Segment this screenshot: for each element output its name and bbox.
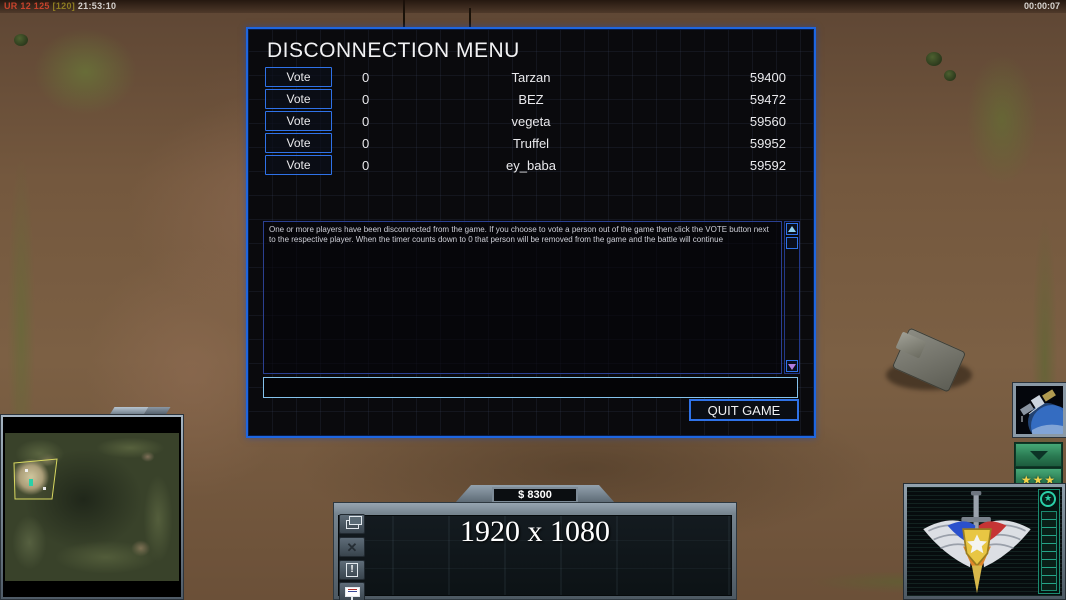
tree	[944, 70, 956, 81]
command-bar-panel: 1920 x 1080	[338, 515, 732, 596]
vote-count: 0	[362, 135, 370, 151]
fps-score-readout: UR 12 125 [120] 21:53:10	[4, 1, 116, 11]
alert-button[interactable]: !	[339, 560, 365, 580]
scroll-down-button[interactable]	[786, 360, 798, 372]
scroll-down-icon	[788, 364, 796, 370]
vote-count: 0	[362, 157, 370, 173]
radar-van-unit[interactable]	[880, 327, 980, 396]
player-row: Vote 0 BEZ 59472	[265, 89, 801, 109]
quit-game-button[interactable]: QUIT GAME	[689, 399, 799, 421]
unit-portrait-panel[interactable]: ★	[903, 483, 1066, 600]
scroll-up-button[interactable]	[786, 223, 798, 235]
countdown-timer: 00:00:07	[1023, 1, 1060, 11]
vote-button[interactable]: Vote	[265, 133, 332, 153]
player-row: Vote 0 Tarzan 59400	[265, 67, 801, 87]
minimap-unit-dot	[25, 469, 28, 472]
vote-count: 0	[362, 113, 370, 129]
minimap-frame	[0, 414, 184, 600]
vote-button[interactable]: Vote	[265, 111, 332, 131]
satellite-thumbnail-button[interactable]	[1013, 383, 1066, 447]
scrollbar-thumb[interactable]	[786, 237, 798, 249]
portrait-backdrop: ★	[907, 487, 1062, 596]
tree-trunk	[469, 8, 471, 28]
minimap-terrain	[5, 433, 179, 581]
scroll-up-icon	[788, 226, 796, 232]
score-text: UR 12 125	[4, 1, 50, 11]
disconnect-message-box: One or more players have been disconnect…	[263, 221, 782, 374]
down-arrow-icon	[1029, 450, 1048, 460]
player-name: BEZ	[518, 91, 544, 107]
player-name: Truffel	[512, 135, 550, 151]
collapse-button[interactable]	[1015, 443, 1062, 467]
x-icon: ✕	[346, 539, 358, 555]
player-row: Vote 0 Truffel 59952	[265, 133, 801, 153]
beacon-button[interactable]	[339, 582, 365, 600]
player-name: ey_baba	[506, 157, 556, 173]
vote-count: 0	[362, 91, 370, 107]
vote-button[interactable]: Vote	[265, 67, 332, 87]
vote-count: 0	[362, 69, 370, 85]
player-timeout: 59560	[749, 113, 786, 129]
general-emblem-icon	[923, 491, 1031, 594]
player-timeout: 59472	[749, 91, 786, 107]
experience-ladder	[1041, 511, 1057, 591]
chat-input[interactable]	[263, 377, 798, 398]
viewport-indicator	[13, 458, 58, 500]
satellite-icon	[1016, 386, 1066, 447]
sell-button[interactable]: ✕	[339, 537, 365, 557]
message-scrollbar[interactable]	[784, 221, 800, 374]
player-timeout: 59592	[749, 157, 786, 173]
player-timeout: 59952	[749, 135, 786, 151]
score-bracket: [120]	[52, 1, 76, 11]
player-row: Vote 0 ey_baba 59592	[265, 155, 801, 175]
vote-button[interactable]: Vote	[265, 89, 332, 109]
experience-strip: ★	[1038, 489, 1060, 594]
rank-star-icon: ★	[1040, 491, 1056, 507]
command-bar: 1920 x 1080 ✕ !	[333, 502, 737, 600]
options-button[interactable]	[339, 514, 365, 534]
minimap[interactable]	[3, 417, 181, 597]
windows-icon	[345, 515, 362, 529]
player-name: Tarzan	[511, 69, 551, 85]
clock-text: 21:53:10	[77, 1, 117, 11]
player-vote-list: Vote 0 Tarzan 59400 Vote 0 BEZ 59472 Vot…	[265, 67, 801, 175]
exclamation-icon: !	[346, 563, 358, 577]
minimap-unit-dot	[43, 487, 46, 490]
vote-button[interactable]: Vote	[265, 155, 332, 175]
player-timeout: 59400	[749, 69, 786, 85]
billboard-icon	[344, 587, 360, 600]
tree	[926, 52, 942, 66]
top-hud-strip	[0, 0, 1066, 13]
money-display: $ 8300	[492, 487, 578, 503]
disconnection-menu-dialog: DISCONNECTION MENU Vote 0 Tarzan 59400 V…	[246, 27, 816, 438]
minimap-building-dot	[29, 479, 33, 486]
tree	[14, 34, 28, 46]
resolution-text: 1920 x 1080	[460, 515, 610, 548]
tree-trunk	[403, 0, 405, 28]
dialog-title: DISCONNECTION MENU	[267, 39, 520, 62]
player-name: vegeta	[511, 113, 551, 129]
player-row: Vote 0 vegeta 59560	[265, 111, 801, 131]
